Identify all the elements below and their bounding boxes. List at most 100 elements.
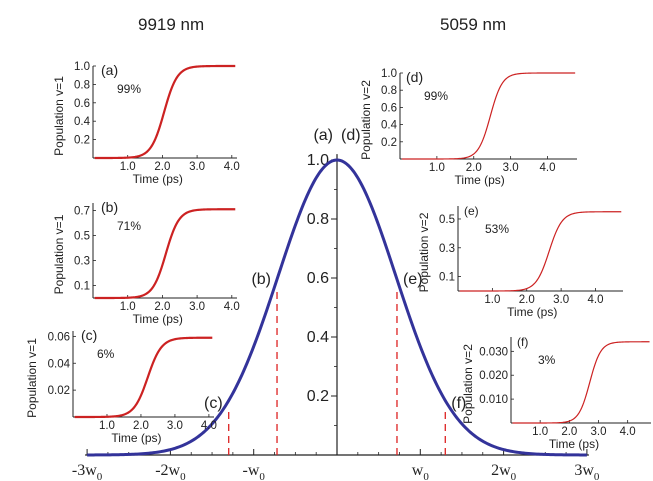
inset-y-tick-label: 0.8 xyxy=(381,85,397,97)
inset-x-tick-label: 3.0 xyxy=(189,161,205,173)
header-wavelength-left: 9919 nm xyxy=(138,15,204,34)
inset-population-curve xyxy=(94,208,236,300)
inset-x-tick-label: 1.0 xyxy=(484,294,500,306)
inset-population-curve xyxy=(94,64,236,160)
inset-y-tick-label: 0.010 xyxy=(479,394,508,406)
inset-population-curve xyxy=(512,341,650,424)
inset-x-tick-label: 4.0 xyxy=(224,301,240,313)
inset-x-tick-label: 2.0 xyxy=(519,294,535,306)
header-wavelength-right: 5059 nm xyxy=(440,15,506,34)
inset-x-tick-label: 2.0 xyxy=(561,426,577,438)
main-marker-label: (b) xyxy=(251,271,271,288)
inset-y-tick-label: 0.3 xyxy=(439,243,455,255)
inset-x-label: Time (ps) xyxy=(455,173,505,187)
inset-percentage: 3% xyxy=(538,353,556,367)
inset-panel-label: (a) xyxy=(101,62,118,78)
main-x-tick-label: -2w0 xyxy=(155,462,186,481)
inset-x-tick-label: 3.0 xyxy=(167,420,183,432)
inset-x-tick-label: 3.0 xyxy=(553,294,569,306)
main-y-tick-label: 1.0 xyxy=(307,152,329,169)
inset-percentage: 99% xyxy=(117,82,141,96)
inset-panel-label: (b) xyxy=(101,199,118,215)
inset-y-tick-label: 0.2 xyxy=(381,137,397,149)
inset-x-tick-label: 3.0 xyxy=(591,426,607,438)
inset-y-label: Population v=1 xyxy=(25,338,39,418)
inset-y-tick-label: 0.3 xyxy=(74,256,90,268)
main-x-tick-label: 2w0 xyxy=(491,462,517,481)
inset-x-label: Time (ps) xyxy=(133,172,183,186)
inset-x-tick-label: 4.0 xyxy=(620,426,636,438)
inset-y-label: Population v=1 xyxy=(52,76,66,156)
inset-y-label: Population v=1 xyxy=(52,214,66,294)
inset-c: 1.0 2.0 3.0 4.0 0.02 0.04 0.06 Time (ps) Populat… xyxy=(25,327,217,445)
main-x-tick-label: 3w0 xyxy=(574,462,600,481)
inset-d: 1.0 2.0 3.0 4.0 0.2 0.4 0.6 0.8 1.0 Time (ps) Popu… xyxy=(359,68,577,187)
main-y-tick-label: 0.8 xyxy=(307,211,329,228)
inset-x-label: Time (ps) xyxy=(507,305,557,319)
main-marker-label: (e) xyxy=(403,271,423,288)
main-x-tick-label: w0 xyxy=(412,462,430,481)
inset-x-tick-label: 1.0 xyxy=(429,162,445,174)
main-y-tick-label: 0.6 xyxy=(307,270,329,287)
inset-x-tick-label: 3.0 xyxy=(189,301,205,313)
inset-y-tick-label: 0.8 xyxy=(74,79,90,91)
inset-x-tick-label: 1.0 xyxy=(99,420,115,432)
inset-x-tick-label: 2.0 xyxy=(154,161,170,173)
inset-percentage: 53% xyxy=(485,222,509,236)
inset-y-label: Population v=2 xyxy=(359,80,373,160)
inset-y-tick-label: 0.2 xyxy=(74,135,90,147)
inset-x-label: Time (ps) xyxy=(111,431,161,445)
inset-y-tick-label: 0.6 xyxy=(74,98,90,110)
inset-x-tick-label: 1.0 xyxy=(532,426,548,438)
inset-percentage: 6% xyxy=(97,347,115,361)
main-peak-label-d: (d) xyxy=(341,127,361,144)
inset-x-tick-label: 1.0 xyxy=(120,301,136,313)
inset-panel-label: (e) xyxy=(464,204,479,218)
inset-x-label: Time (ps) xyxy=(133,312,183,326)
main-y-tick-label: 0.4 xyxy=(307,329,329,346)
inset-panel-label: (c) xyxy=(81,327,97,343)
inset-population-curve xyxy=(459,211,622,292)
inset-y-tick-label: 0.4 xyxy=(381,120,398,132)
inset-x-tick-label: 2.0 xyxy=(133,420,149,432)
main-marker-label: (c) xyxy=(204,395,223,412)
inset-e: 1.0 2.0 3.0 4.0 0.1 0.3 0.5 Time (ps) Population… xyxy=(417,204,623,319)
main-x-tick-label: -3w0 xyxy=(72,462,103,481)
inset-y-tick-label: 0.06 xyxy=(48,331,70,343)
inset-panel-label: (d) xyxy=(406,69,423,85)
inset-y-tick-label: 0.7 xyxy=(74,206,90,218)
inset-y-tick-label: 0.04 xyxy=(48,358,71,370)
inset-y-tick-label: 0.5 xyxy=(74,231,90,243)
inset-y-tick-label: 0.5 xyxy=(439,214,455,226)
inset-f: 1.0 2.0 3.0 4.0 0.010 0.020 0.030 Time (ps) Popu… xyxy=(461,335,651,451)
inset-x-tick-label: 1.0 xyxy=(120,161,136,173)
main-y-tick-label: 0.2 xyxy=(307,388,329,405)
inset-y-tick-label: 0.02 xyxy=(48,385,70,397)
inset-y-tick-label: 0.6 xyxy=(381,102,397,114)
inset-x-tick-label: 4.0 xyxy=(540,162,556,174)
inset-y-tick-label: 0.1 xyxy=(439,272,455,284)
inset-y-tick-label: 0.030 xyxy=(479,346,508,358)
inset-x-tick-label: 3.0 xyxy=(503,162,519,174)
inset-y-tick-label: 1.0 xyxy=(74,61,90,73)
inset-y-tick-label: 0.1 xyxy=(74,281,90,293)
inset-y-label: Population v=2 xyxy=(417,212,431,292)
inset-x-tick-label: 4.0 xyxy=(224,161,240,173)
inset-x-tick-label: 4.0 xyxy=(201,420,217,432)
inset-population-curve xyxy=(401,72,576,160)
inset-y-label: Population v=2 xyxy=(461,344,475,424)
inset-percentage: 99% xyxy=(424,89,448,103)
inset-x-label: Time (ps) xyxy=(549,437,599,451)
inset-y-tick-label: 0.020 xyxy=(479,370,508,382)
main-x-tick-label: -w0 xyxy=(243,462,266,481)
main-peak-label-a: (a) xyxy=(313,127,333,144)
inset-b: 1.0 2.0 3.0 4.0 0.1 0.3 0.5 0.7 Time (ps) Populat… xyxy=(52,199,240,326)
inset-x-tick-label: 2.0 xyxy=(466,162,482,174)
inset-population-curve xyxy=(74,336,213,419)
inset-percentage: 71% xyxy=(117,219,141,233)
main-marker-label: (f) xyxy=(451,395,466,412)
main-gaussian-plot: 0.2 0.4 0.6 0.8 1.0 -3w0 -2w0 -w0 w0 2w0 3w0 (c) (b)… xyxy=(72,127,600,481)
